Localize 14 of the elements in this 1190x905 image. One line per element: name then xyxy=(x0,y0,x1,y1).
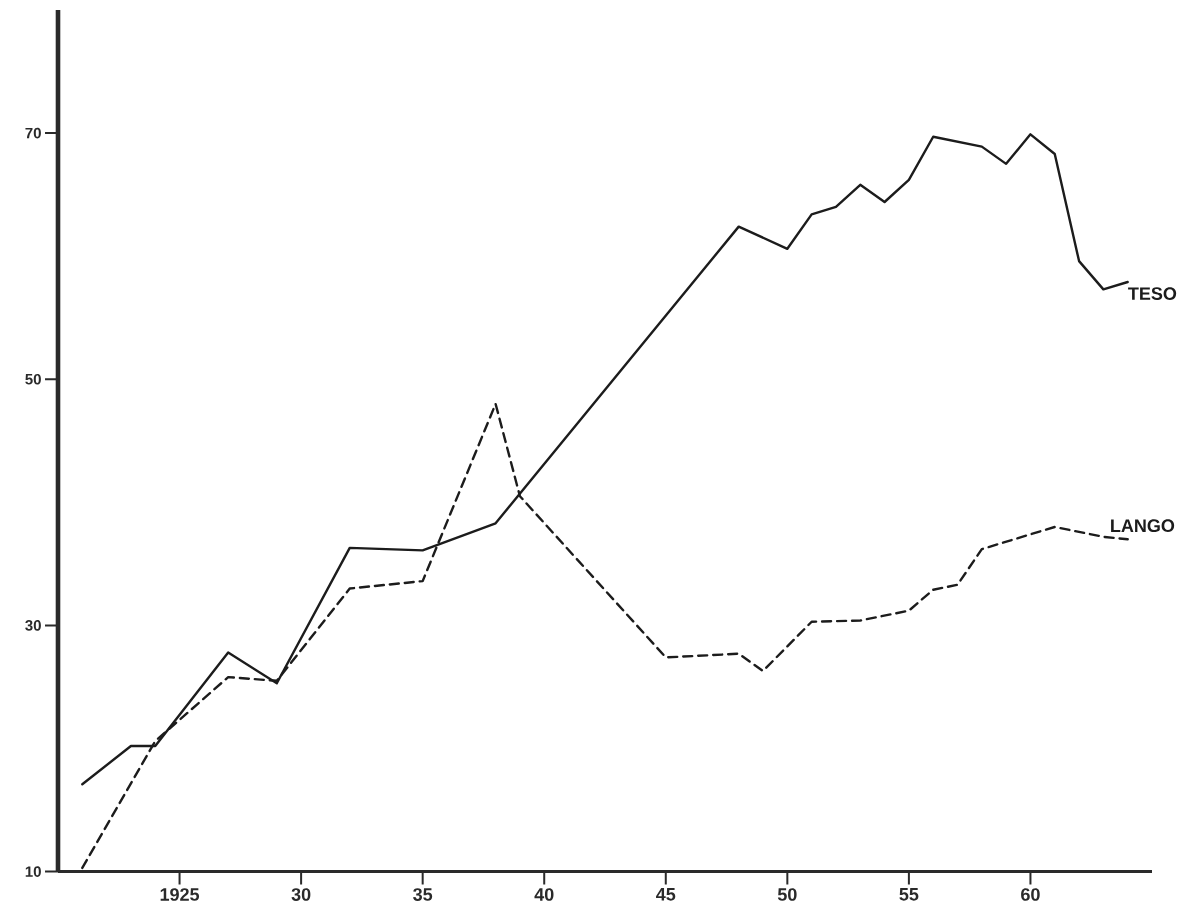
y-tick-label: 50 xyxy=(25,373,41,385)
y-tick-label: 70 xyxy=(25,127,41,139)
series-label: TESO xyxy=(1128,287,1177,300)
series-label: LANGO xyxy=(1111,519,1175,533)
x-tick-label: 40 xyxy=(534,888,554,901)
x-tick-label: 30 xyxy=(291,888,311,901)
x-tick-label: 55 xyxy=(899,888,919,901)
x-tick-label: 45 xyxy=(656,888,676,901)
x-tick-label: 50 xyxy=(777,888,797,901)
x-tick-label: 1925 xyxy=(160,888,200,901)
x-tick-label: 60 xyxy=(1021,888,1040,901)
x-tick-label: 35 xyxy=(413,888,433,901)
y-tick-label: 30 xyxy=(25,620,41,631)
y-tick-label: 10 xyxy=(25,866,41,877)
